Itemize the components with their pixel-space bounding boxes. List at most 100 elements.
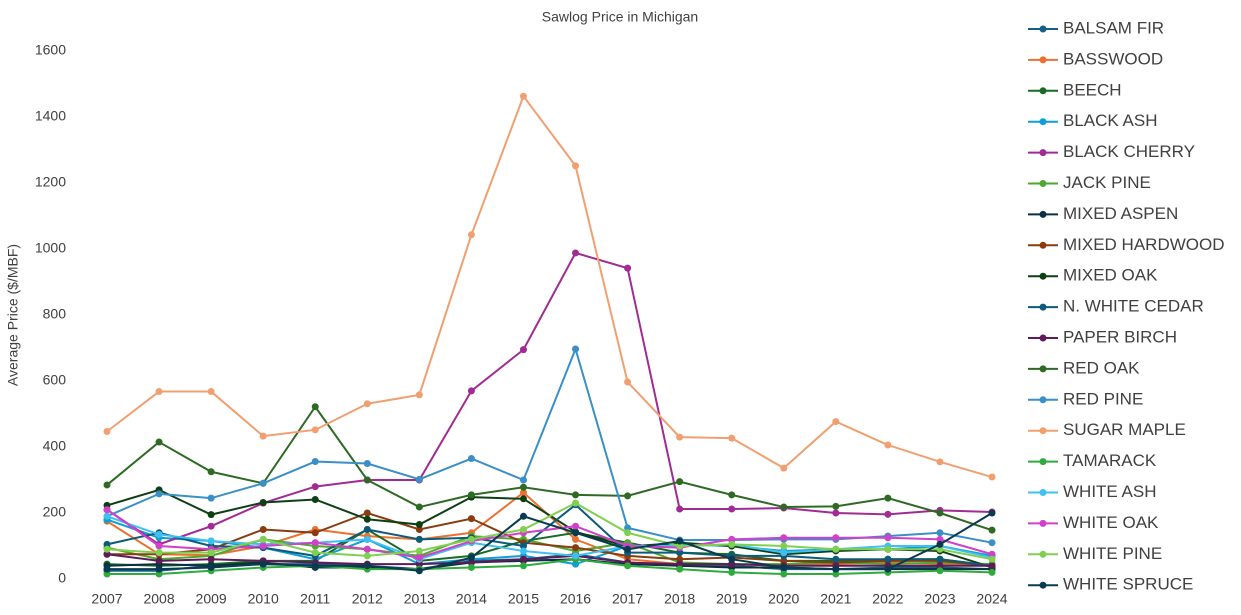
data-point: [467, 455, 475, 463]
legend-marker: [1039, 334, 1047, 342]
data-point: [676, 478, 684, 486]
data-point: [207, 563, 215, 571]
y-tick-label: 600: [43, 372, 67, 388]
x-tick-label: 2008: [143, 591, 174, 607]
data-point: [363, 545, 371, 553]
data-point: [884, 441, 892, 449]
legend-label: BEECH: [1063, 80, 1122, 99]
data-point: [676, 560, 684, 568]
data-point: [676, 549, 684, 557]
data-point: [519, 476, 527, 484]
data-point: [519, 512, 527, 520]
data-point: [624, 529, 632, 537]
legend-marker: [1039, 149, 1047, 157]
legend-marker: [1039, 550, 1047, 558]
data-point: [155, 490, 163, 498]
x-tick-label: 2024: [976, 591, 1007, 607]
data-point: [780, 557, 788, 565]
data-point: [155, 542, 163, 550]
data-point: [415, 526, 423, 533]
data-point: [884, 510, 892, 518]
x-tick-label: 2016: [560, 591, 591, 607]
data-point: [155, 570, 163, 578]
legend-label: BLACK CHERRY: [1063, 142, 1195, 161]
legend-marker: [1039, 56, 1047, 64]
data-point: [988, 562, 996, 570]
x-tick-label: 2021: [820, 591, 851, 607]
data-point: [988, 473, 996, 481]
data-point: [832, 502, 840, 510]
data-point: [155, 557, 163, 565]
x-tick-label: 2009: [196, 591, 227, 607]
data-point: [676, 537, 684, 545]
legend-marker: [1039, 427, 1047, 435]
data-point: [624, 524, 632, 532]
data-point: [676, 565, 684, 573]
data-point: [572, 544, 580, 552]
data-point: [728, 535, 736, 543]
data-point: [155, 388, 163, 396]
data-point: [624, 378, 632, 386]
legend-marker: [1039, 272, 1047, 280]
data-point: [832, 570, 840, 578]
data-point: [155, 549, 163, 557]
data-point: [363, 460, 371, 467]
data-point: [519, 495, 527, 503]
data-point: [624, 562, 632, 570]
data-point: [728, 540, 736, 548]
legend-marker: [1039, 519, 1047, 527]
legend-marker: [1039, 210, 1047, 218]
data-point: [155, 530, 163, 538]
data-point: [884, 534, 892, 542]
data-point: [207, 522, 215, 530]
data-point: [519, 92, 527, 100]
data-point: [363, 526, 371, 533]
y-tick-label: 1000: [35, 240, 66, 256]
data-point: [259, 526, 267, 533]
legend-label: MIXED HARDWOOD: [1063, 235, 1225, 254]
legend-label: WHITE SPRUCE: [1063, 575, 1193, 594]
x-tick-label: 2007: [91, 591, 122, 607]
legend-label: TAMARACK: [1063, 451, 1157, 470]
data-point: [519, 542, 527, 550]
data-point: [259, 479, 267, 487]
data-point: [311, 549, 319, 557]
data-point: [780, 570, 788, 578]
data-point: [415, 567, 423, 575]
data-point: [207, 537, 215, 545]
data-point: [311, 495, 319, 503]
data-point: [467, 387, 475, 395]
series-line: [106, 553, 992, 567]
data-point: [207, 555, 215, 563]
data-point: [936, 540, 944, 548]
data-point: [832, 555, 840, 563]
data-point: [415, 521, 423, 529]
legend-marker: [1039, 489, 1047, 496]
data-point: [519, 346, 527, 354]
legend-marker: [1039, 365, 1047, 373]
legend-marker: [1039, 180, 1047, 187]
chart-title: Sawlog Price in Michigan: [542, 9, 698, 25]
data-point: [936, 555, 944, 563]
data-point: [363, 562, 371, 570]
legend-label: BASSWOOD: [1063, 49, 1163, 68]
data-point: [311, 483, 319, 491]
data-point: [467, 515, 475, 523]
data-point: [519, 562, 527, 570]
data-point: [155, 438, 163, 446]
data-point: [467, 563, 475, 571]
data-point: [988, 539, 996, 547]
data-point: [103, 545, 111, 553]
series-line: [106, 404, 993, 532]
data-point: [936, 562, 944, 570]
data-point: [988, 555, 996, 563]
data-point: [103, 565, 111, 573]
series-line: [106, 508, 993, 559]
y-tick-label: 200: [43, 504, 67, 520]
data-point: [415, 560, 423, 568]
y-axis-label: Average Price ($/MBF): [5, 244, 21, 386]
data-point: [728, 555, 736, 563]
data-point: [103, 427, 111, 435]
data-point: [988, 568, 996, 576]
